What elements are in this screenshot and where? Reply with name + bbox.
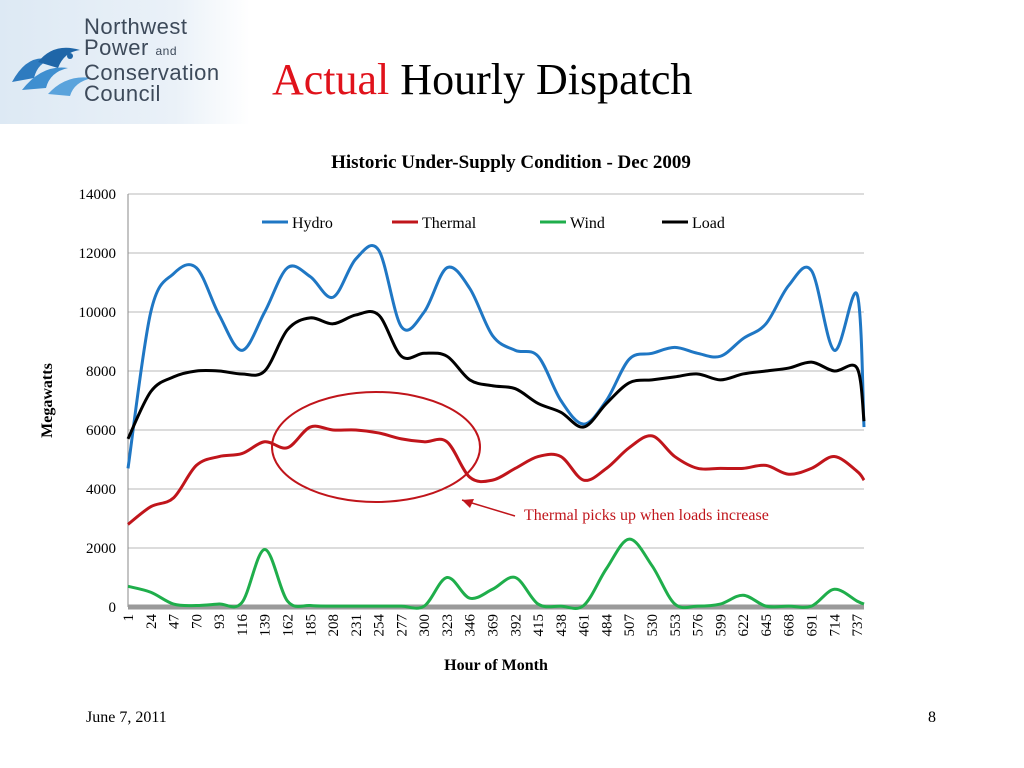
x-tick-label: 277 (394, 614, 410, 637)
logo-text: Northwest Power and Conservation Council (84, 14, 220, 106)
legend-label-hydro: Hydro (292, 215, 333, 232)
y-tick-label: 2000 (86, 541, 116, 557)
logo-band: Northwest Power and Conservation Council (0, 0, 250, 124)
x-tick-label: 300 (417, 614, 433, 637)
y-tick-label: 6000 (86, 423, 116, 439)
annotation-text: Thermal picks up when loads increase (524, 507, 769, 524)
x-tick-label: 622 (736, 614, 752, 637)
x-tick-label: 645 (759, 614, 775, 637)
legend-label-thermal: Thermal (422, 215, 477, 232)
x-tick-label: 507 (622, 614, 638, 637)
x-tick-label: 392 (508, 614, 524, 637)
series-line-hydro (126, 244, 866, 469)
x-tick-label: 346 (463, 614, 479, 637)
fish-wave-logo-icon (12, 47, 92, 96)
x-tick-label: 93 (212, 614, 228, 629)
x-tick-label: 461 (577, 614, 593, 637)
y-tick-label: 12000 (79, 246, 117, 262)
x-tick-label: 553 (668, 614, 684, 637)
chart-title: Historic Under-Supply Condition - Dec 20… (331, 152, 691, 173)
x-tick-label: 231 (349, 614, 365, 637)
slide-title: Actual Hourly Dispatch (272, 54, 692, 105)
y-tick-label: 4000 (86, 482, 116, 498)
y-tick-label: 10000 (79, 305, 117, 321)
x-tick-label: 185 (303, 614, 319, 637)
logo-line-conservation: Conservation (84, 60, 220, 85)
x-tick-label: 139 (258, 614, 274, 637)
annotation-ellipse (271, 391, 481, 503)
x-tick-label: 599 (713, 614, 729, 637)
x-tick-label: 415 (531, 614, 547, 637)
x-axis-label: Hour of Month (444, 657, 548, 674)
x-tick-label: 714 (827, 614, 843, 637)
x-tick-label: 162 (280, 614, 296, 637)
annotation-arrowhead (462, 499, 474, 508)
logo-line-and: and (155, 44, 178, 58)
series-line-thermal (127, 424, 866, 526)
x-tick-label: 24 (144, 614, 160, 630)
page-number: 8 (928, 709, 936, 726)
y-tick-label: 0 (109, 600, 117, 616)
series-line-wind (127, 537, 865, 611)
x-tick-label: 254 (372, 614, 388, 637)
y-axis-label: Megawatts (39, 363, 56, 438)
x-tick-label: 116 (235, 614, 251, 636)
x-tick-label: 1 (121, 614, 137, 622)
legend-label-wind: Wind (570, 215, 605, 232)
x-tick-label: 668 (782, 614, 798, 637)
legend-label-load: Load (692, 215, 725, 232)
slide-title-accent: Actual (272, 55, 390, 104)
x-tick-label: 323 (440, 614, 456, 637)
x-tick-label: 530 (645, 614, 661, 637)
x-tick-label: 691 (804, 614, 820, 637)
slide-title-rest: Hourly Dispatch (400, 55, 693, 104)
logo-line-power: Power and (84, 35, 178, 60)
x-tick-label: 47 (167, 614, 183, 630)
y-tick-label: 14000 (79, 187, 117, 203)
y-tick-label: 8000 (86, 364, 116, 380)
logo-line-council: Council (84, 81, 161, 106)
x-tick-label: 576 (691, 614, 707, 637)
x-tick-label: 208 (326, 614, 342, 637)
x-tick-label: 484 (599, 614, 615, 637)
x-tick-label: 369 (486, 614, 502, 637)
x-tick-label: 737 (850, 614, 866, 637)
x-tick-label: 438 (554, 614, 570, 637)
footer-date: June 7, 2011 (86, 709, 167, 726)
x-tick-label: 70 (189, 614, 205, 629)
logo-line-northwest: Northwest (84, 14, 188, 39)
series-line-load (126, 310, 866, 440)
